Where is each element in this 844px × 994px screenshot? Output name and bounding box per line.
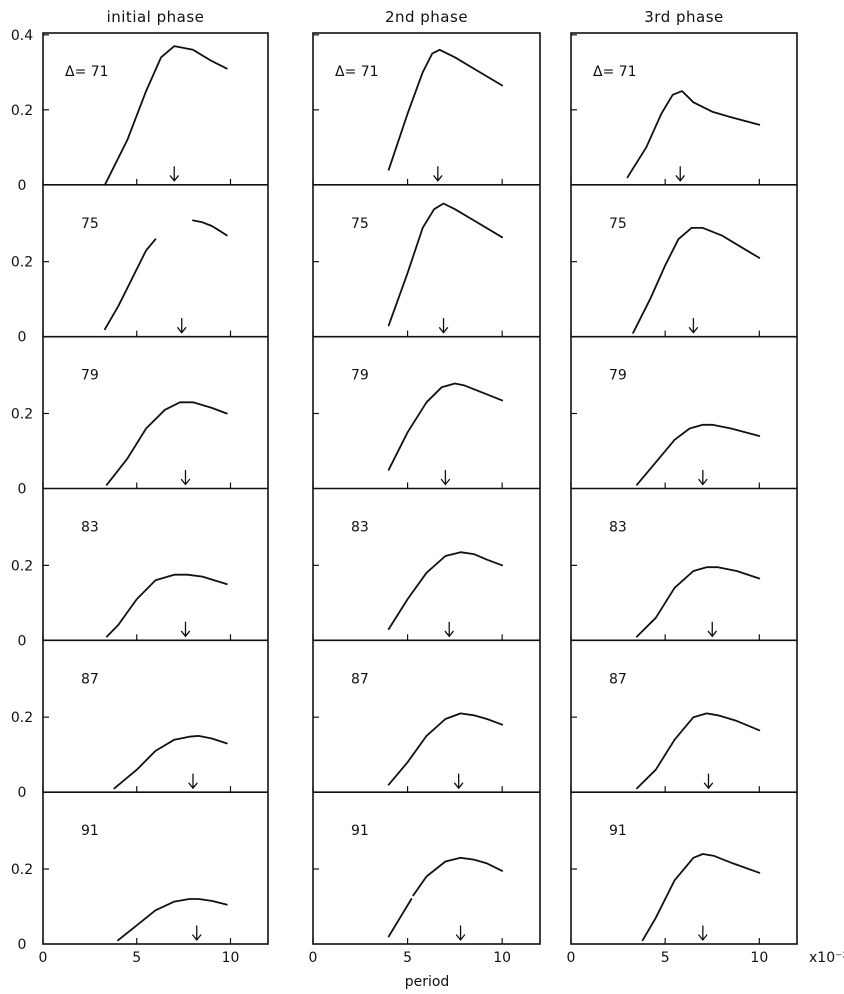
peak-arrow — [177, 318, 187, 334]
y-tick-label: 0.2 — [11, 862, 33, 878]
peak-arrow — [454, 773, 464, 790]
x-tick-label: 0 — [39, 950, 48, 966]
peak-arrow — [169, 166, 179, 182]
series-line — [105, 401, 228, 486]
x-tick-label: 10 — [222, 950, 240, 966]
y-tick-label: 0.2 — [11, 710, 33, 726]
series-line — [632, 226, 761, 334]
series-line — [117, 898, 228, 942]
y-tick-label: 0.2 — [11, 255, 33, 271]
peak-arrow — [433, 166, 443, 182]
panel-label: 75 — [81, 216, 99, 232]
peak-arrow — [698, 469, 708, 486]
peak-arrow — [440, 469, 451, 486]
x-tick-label: 5 — [403, 950, 412, 966]
panel-label: 79 — [609, 368, 627, 384]
series-line — [626, 90, 761, 179]
panel-label: 83 — [351, 520, 369, 536]
y-tick-label: 0 — [18, 633, 27, 649]
series-line — [636, 566, 761, 638]
series-line — [113, 735, 228, 790]
panel-label: 75 — [609, 216, 627, 232]
y-tick-label: 0 — [18, 937, 27, 953]
x-unit-label: x10⁻²s — [809, 950, 844, 966]
column-title: initial phase — [107, 8, 205, 26]
x-tick-label: 10 — [493, 950, 511, 966]
x-tick-label: 10 — [750, 950, 768, 966]
peak-arrow — [438, 318, 449, 334]
x-tick-label: 5 — [132, 950, 141, 966]
y-tick-label: 0 — [18, 785, 27, 801]
series-line — [387, 202, 504, 327]
series-line — [641, 853, 761, 942]
series-line — [636, 423, 761, 486]
series-line — [636, 712, 761, 790]
panel-label: 79 — [351, 368, 369, 384]
series-line — [387, 48, 504, 171]
panel-label: 91 — [81, 823, 99, 839]
peak-arrow — [180, 621, 191, 638]
panel-label: 87 — [81, 671, 99, 687]
series-line — [387, 898, 413, 938]
panel-label: 83 — [81, 520, 99, 536]
panel-label: Δ= 71 — [65, 64, 109, 80]
peak-arrow — [675, 166, 685, 182]
panel-label: 87 — [351, 671, 369, 687]
series-line — [104, 45, 228, 186]
series-line — [105, 573, 228, 638]
panel-label: Δ= 71 — [593, 64, 637, 80]
peak-arrow — [180, 469, 191, 486]
x-tick-label: 0 — [309, 950, 318, 966]
y-tick-label: 0.4 — [11, 28, 33, 44]
series-line — [412, 856, 504, 897]
series-line — [104, 238, 157, 331]
y-tick-label: 0 — [18, 330, 27, 346]
y-tick-label: 0 — [18, 482, 27, 498]
x-tick-label: 0 — [567, 950, 576, 966]
peak-arrow — [192, 925, 202, 942]
panel-label: 91 — [351, 823, 369, 839]
y-tick-label: 0.2 — [11, 558, 33, 574]
peak-arrow — [688, 318, 699, 334]
series-line — [387, 712, 504, 786]
series-line — [387, 551, 504, 630]
column-title: 3rd phase — [644, 8, 724, 26]
y-tick-label: 0.2 — [11, 103, 33, 119]
panel-label: 83 — [609, 520, 627, 536]
series-line — [387, 382, 504, 471]
peak-arrow — [188, 773, 198, 790]
y-tick-label: 0.2 — [11, 407, 33, 423]
x-axis-label: period — [405, 974, 450, 990]
peak-arrow — [698, 925, 708, 942]
series-line — [192, 219, 228, 237]
peak-arrow — [455, 925, 466, 942]
y-tick-label: 0 — [18, 178, 27, 194]
panel-label: 75 — [351, 216, 369, 232]
column-title: 2nd phase — [385, 8, 468, 26]
x-tick-label: 5 — [661, 950, 670, 966]
panel-label: 91 — [609, 823, 627, 839]
peak-arrow — [707, 621, 717, 638]
panel-label: 79 — [81, 368, 99, 384]
panel-label: Δ= 71 — [335, 64, 379, 80]
peak-arrow — [703, 773, 714, 790]
peak-arrow — [444, 621, 454, 638]
panel-label: 87 — [609, 671, 627, 687]
